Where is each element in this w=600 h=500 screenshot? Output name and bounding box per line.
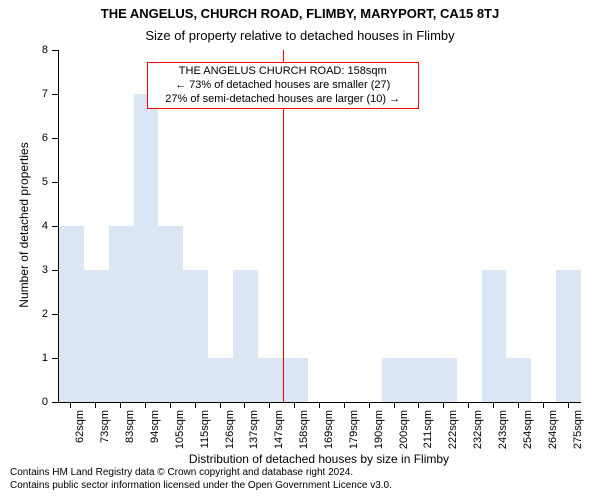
x-tick [543,402,544,408]
histogram-bar [482,270,507,402]
x-tick-label: 94sqm [149,410,161,450]
y-tick-label: 6 [30,132,48,144]
x-tick [344,402,345,408]
x-tick [418,402,419,408]
y-tick [52,270,58,271]
histogram-bar [506,358,531,402]
chart-title: THE ANGELUS, CHURCH ROAD, FLIMBY, MARYPO… [0,6,600,21]
histogram-bar [233,270,258,402]
x-tick-label: 190sqm [373,410,385,450]
x-tick-label: 105sqm [174,410,186,450]
histogram-bar [556,270,581,402]
x-tick [443,402,444,408]
y-tick [52,226,58,227]
plot-area: THE ANGELUS CHURCH ROAD: 158sqm← 73% of … [58,50,581,403]
x-tick [170,402,171,408]
x-tick [468,402,469,408]
x-tick [394,402,395,408]
footer-line: Contains public sector information licen… [10,479,600,492]
x-tick [195,402,196,408]
y-tick-label: 1 [30,352,48,364]
x-tick [269,402,270,408]
y-tick [52,50,58,51]
histogram-bar [109,226,134,402]
x-tick-label: 179sqm [348,410,360,450]
chart-container: { "title": "THE ANGELUS, CHURCH ROAD, FL… [0,0,600,500]
x-tick-label: 126sqm [224,410,236,450]
annotation-line: 27% of semi-detached houses are larger (… [152,93,414,107]
x-tick-label: 254sqm [522,410,534,450]
histogram-bar [432,358,457,402]
y-axis-label: Number of detached properties [17,49,31,401]
x-tick-label: 264sqm [547,410,559,450]
x-axis-label: Distribution of detached houses by size … [58,452,580,466]
chart-subtitle: Size of property relative to detached ho… [0,28,600,43]
y-tick [52,182,58,183]
x-tick [518,402,519,408]
y-tick-label: 8 [30,44,48,56]
histogram-bar [407,358,432,402]
x-tick-label: 169sqm [323,410,335,450]
y-tick-label: 3 [30,264,48,276]
y-tick-label: 7 [30,88,48,100]
x-tick-label: 115sqm [199,410,211,450]
histogram-bar [59,226,84,402]
histogram-bar [283,358,308,402]
x-tick-label: 62sqm [74,410,86,450]
x-tick-label: 243sqm [497,410,509,450]
y-tick-label: 0 [30,396,48,408]
annotation-line: THE ANGELUS CHURCH ROAD: 158sqm [152,65,414,79]
x-tick [369,402,370,408]
histogram-bar [208,358,233,402]
x-tick-label: 275sqm [572,410,584,450]
x-tick [95,402,96,408]
x-tick-label: 83sqm [124,410,136,450]
y-tick [52,402,58,403]
x-tick [493,402,494,408]
y-tick-label: 4 [30,220,48,232]
x-tick-label: 137sqm [248,410,260,450]
x-tick-label: 232sqm [472,410,484,450]
footer-line: Contains HM Land Registry data © Crown c… [10,466,600,479]
annotation-line: ← 73% of detached houses are smaller (27… [152,79,414,93]
histogram-bar [134,94,159,402]
x-tick [319,402,320,408]
x-tick-label: 200sqm [398,410,410,450]
x-tick [70,402,71,408]
y-tick [52,358,58,359]
histogram-bar [158,226,183,402]
x-tick-label: 147sqm [273,410,285,450]
annotation-box: THE ANGELUS CHURCH ROAD: 158sqm← 73% of … [147,62,419,109]
x-tick-label: 73sqm [99,410,111,450]
histogram-bar [183,270,208,402]
histogram-bar [84,270,109,402]
footer-text: Contains HM Land Registry data © Crown c… [0,466,600,492]
x-tick [294,402,295,408]
y-tick [52,138,58,139]
histogram-bar [382,358,407,402]
y-tick-label: 5 [30,176,48,188]
x-tick-label: 158sqm [298,410,310,450]
x-tick [568,402,569,408]
histogram-bar [258,358,283,402]
x-tick [220,402,221,408]
x-tick [120,402,121,408]
y-tick-label: 2 [30,308,48,320]
x-tick-label: 222sqm [447,410,459,450]
y-tick [52,94,58,95]
x-tick [244,402,245,408]
x-tick [145,402,146,408]
y-tick [52,314,58,315]
x-tick-label: 211sqm [422,410,434,450]
